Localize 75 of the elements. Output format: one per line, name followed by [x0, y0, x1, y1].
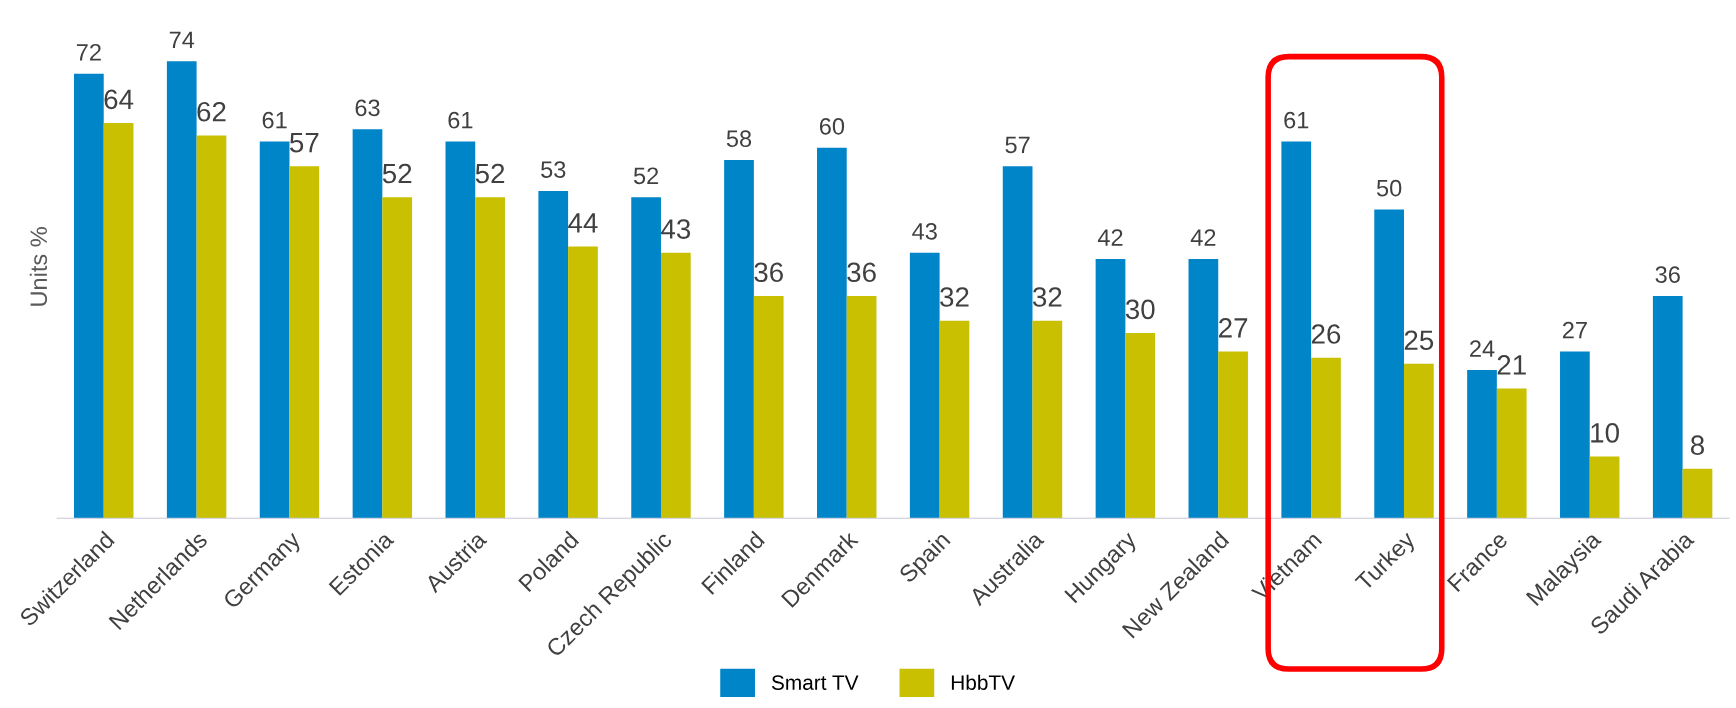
data-label: 24 [1470, 340, 1495, 357]
bar [660, 252, 691, 519]
bar [846, 295, 877, 519]
y-axis-title: Units % [29, 227, 48, 306]
data-label: 36 [1655, 266, 1680, 283]
bar [909, 252, 940, 519]
data-label: 25 [1404, 330, 1434, 351]
bar [445, 141, 476, 519]
data-label: 62 [197, 101, 226, 122]
data-label: 61 [1284, 111, 1309, 129]
data-label: 32 [940, 287, 969, 307]
data-label: 53 [541, 161, 566, 178]
bar [817, 147, 847, 519]
data-label: 21 [1497, 355, 1526, 375]
bar [382, 197, 413, 519]
bar [1467, 370, 1497, 519]
bar [1652, 295, 1683, 519]
bar [1560, 351, 1590, 519]
legend-label: Smart TV [771, 675, 859, 690]
bar [568, 246, 598, 519]
data-label: 27 [1562, 321, 1587, 339]
bar [475, 197, 505, 519]
bar [289, 166, 320, 519]
bar [1002, 166, 1033, 519]
data-label: 61 [448, 111, 473, 129]
bar [166, 61, 197, 519]
bar [1403, 363, 1434, 519]
bar [1218, 351, 1248, 519]
bar [1311, 357, 1341, 519]
bar [631, 197, 661, 519]
bar [1032, 320, 1063, 519]
data-label: 43 [912, 222, 937, 240]
bar [1374, 209, 1404, 519]
data-label: 50 [1376, 179, 1402, 197]
data-label: 32 [1032, 287, 1062, 307]
bar [538, 190, 569, 519]
bar [196, 135, 227, 519]
bar [1496, 388, 1527, 519]
data-label: 64 [104, 89, 134, 110]
bar [939, 320, 970, 519]
data-label: 74 [169, 31, 195, 49]
bar [103, 123, 134, 519]
data-label: 27 [1219, 318, 1248, 338]
data-label: 42 [1190, 229, 1216, 246]
legend-label: HbbTV [951, 674, 1015, 690]
bar [1589, 456, 1620, 519]
data-label: 30 [1125, 299, 1155, 320]
data-label: 43 [661, 219, 691, 239]
bar [74, 73, 104, 519]
data-label: 52 [633, 167, 659, 185]
data-label: 36 [754, 262, 783, 283]
bar [1095, 258, 1126, 519]
data-label: 36 [847, 262, 876, 283]
data-label: 26 [1311, 324, 1341, 344]
bar [753, 295, 784, 519]
bar [352, 129, 383, 519]
data-label: 57 [290, 133, 319, 153]
bar [259, 141, 290, 519]
bar [724, 160, 754, 519]
data-label: 42 [1097, 229, 1123, 246]
data-label: 44 [568, 213, 598, 233]
data-label: 61 [262, 111, 287, 129]
data-label: 63 [355, 99, 380, 117]
bar [1281, 141, 1312, 519]
data-label: 52 [475, 163, 505, 184]
data-label: 58 [726, 130, 752, 148]
data-label: 60 [819, 118, 845, 135]
data-label: 57 [1005, 136, 1030, 154]
data-label: 52 [382, 163, 412, 184]
bar [1125, 332, 1156, 519]
data-label: 10 [1591, 423, 1619, 443]
bar [1682, 468, 1713, 519]
data-label: 72 [76, 43, 101, 61]
bar [1188, 258, 1219, 519]
data-label: 8 [1690, 435, 1704, 456]
